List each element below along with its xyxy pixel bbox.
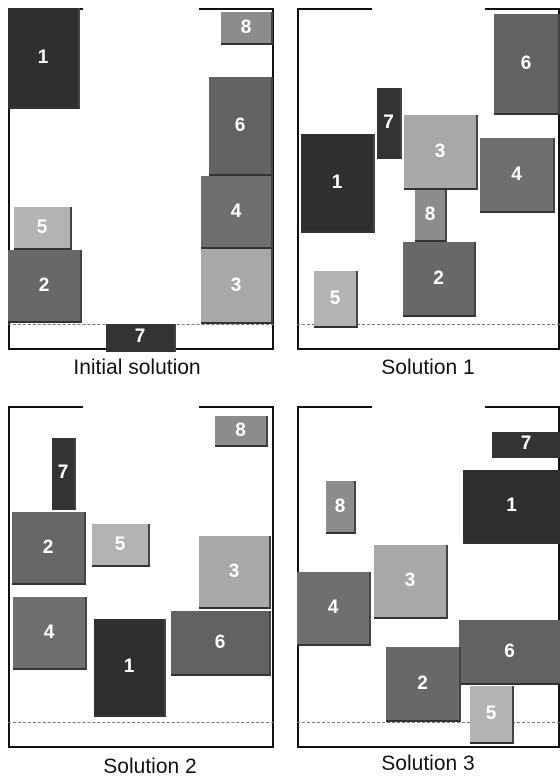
panel-caption: Solution 2 — [103, 755, 197, 778]
panel-caption: Solution 3 — [381, 752, 475, 775]
block-1: 1 — [94, 619, 166, 717]
block-7: 7 — [52, 438, 76, 510]
block-2: 2 — [386, 647, 461, 722]
block-8: 8 — [221, 12, 273, 45]
block-3: 3 — [199, 536, 271, 609]
container-top-edge-left — [297, 8, 372, 10]
block-7: 7 — [492, 432, 560, 458]
panel-caption: Initial solution — [73, 356, 201, 379]
baseline-dashed-line — [8, 722, 274, 723]
block-3: 3 — [201, 249, 273, 324]
container-outline — [8, 406, 274, 748]
baseline-dashed-line — [297, 722, 560, 723]
block-6: 6 — [209, 77, 273, 176]
block-5: 5 — [470, 686, 514, 744]
block-8: 8 — [326, 481, 356, 534]
block-5: 5 — [314, 271, 358, 328]
block-1: 1 — [8, 8, 80, 109]
block-7: 7 — [106, 324, 176, 352]
panel-caption: Solution 1 — [381, 356, 475, 379]
container-top-edge-right — [485, 406, 560, 408]
container-outline — [297, 8, 560, 350]
baseline-dashed-line — [297, 324, 560, 325]
container-top-edge-right — [199, 8, 274, 10]
block-6: 6 — [171, 611, 271, 676]
block-5: 5 — [14, 207, 72, 250]
block-8: 8 — [415, 190, 447, 242]
block-1: 1 — [463, 470, 560, 544]
block-4: 4 — [480, 138, 555, 213]
container-top-edge-left — [297, 406, 372, 408]
block-3: 3 — [404, 115, 478, 190]
block-2: 2 — [8, 250, 82, 323]
block-8: 8 — [215, 416, 268, 447]
block-2: 2 — [403, 242, 476, 317]
block-3: 3 — [374, 545, 448, 619]
container-top-edge-right — [199, 406, 274, 408]
block-6: 6 — [459, 620, 560, 685]
block-6: 6 — [494, 14, 560, 115]
block-2: 2 — [12, 512, 86, 585]
block-4: 4 — [297, 572, 371, 646]
block-5: 5 — [92, 524, 150, 567]
block-4: 4 — [201, 176, 273, 249]
container-top-edge-right — [485, 8, 560, 10]
block-1: 1 — [301, 134, 375, 233]
container-top-edge-left — [8, 406, 83, 408]
block-4: 4 — [13, 597, 87, 670]
block-7: 7 — [377, 88, 402, 159]
